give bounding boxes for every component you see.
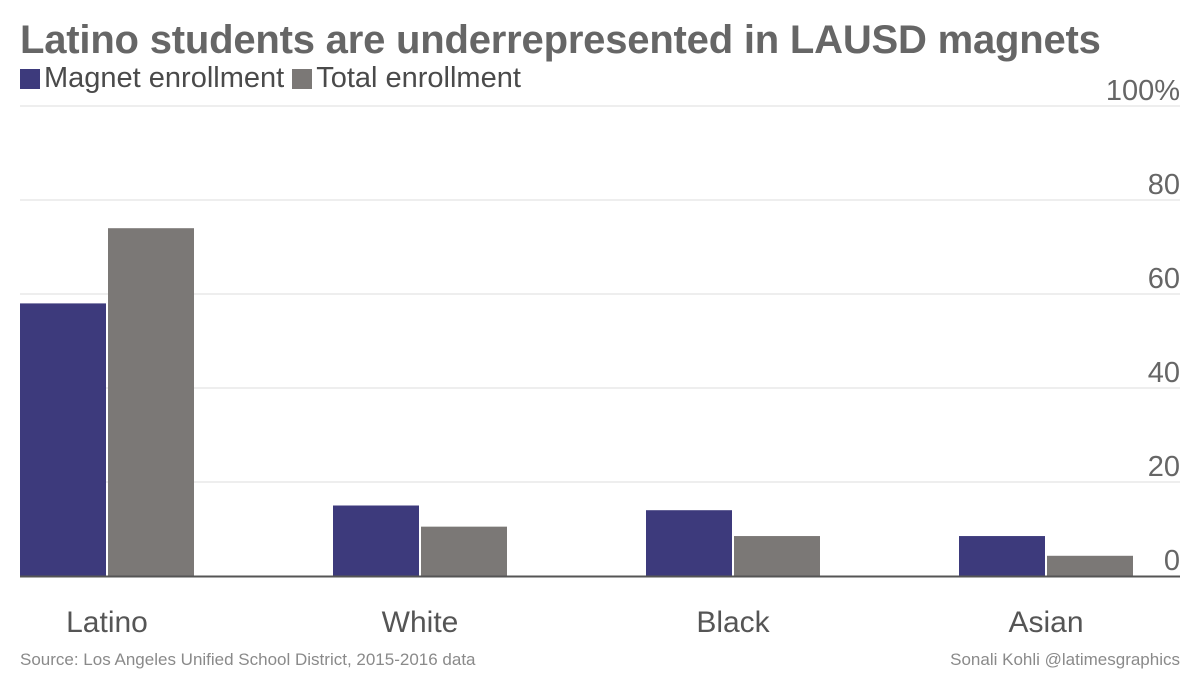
y-tick-label: 0	[1164, 545, 1180, 577]
source-note: Source: Los Angeles Unified School Distr…	[20, 650, 476, 669]
credit-note: Sonali Kohli @latimesgraphics	[950, 650, 1180, 669]
y-tick-label: 60	[1148, 263, 1180, 295]
legend-swatch-total	[292, 68, 313, 89]
bar	[421, 526, 507, 576]
x-tick-label: Black	[696, 606, 770, 639]
bar	[108, 228, 194, 576]
bar	[20, 303, 106, 576]
bar	[959, 536, 1045, 576]
legend-label-magnet: Magnet enrollment	[44, 62, 285, 94]
legend-item-magnet: Magnet enrollment	[20, 62, 284, 95]
y-tick-label: 40	[1148, 357, 1180, 389]
chart-legend: Magnet enrollment Total enrollment	[20, 62, 529, 95]
legend-label-total: Total enrollment	[316, 62, 521, 94]
y-tick-label: 20	[1148, 451, 1180, 483]
bar	[646, 510, 732, 576]
y-tick-label: 80	[1148, 169, 1180, 201]
x-tick-label: Latino	[66, 606, 148, 639]
bar	[734, 536, 820, 576]
x-tick-label: White	[382, 606, 459, 639]
legend-item-total: Total enrollment	[292, 62, 521, 95]
bar	[1047, 555, 1133, 576]
bar	[333, 505, 419, 576]
chart-title: Latino students are underrepresented in …	[20, 18, 1101, 62]
x-tick-label: Asian	[1008, 606, 1083, 639]
y-tick-label: 100%	[1106, 75, 1180, 107]
legend-swatch-magnet	[20, 68, 40, 89]
